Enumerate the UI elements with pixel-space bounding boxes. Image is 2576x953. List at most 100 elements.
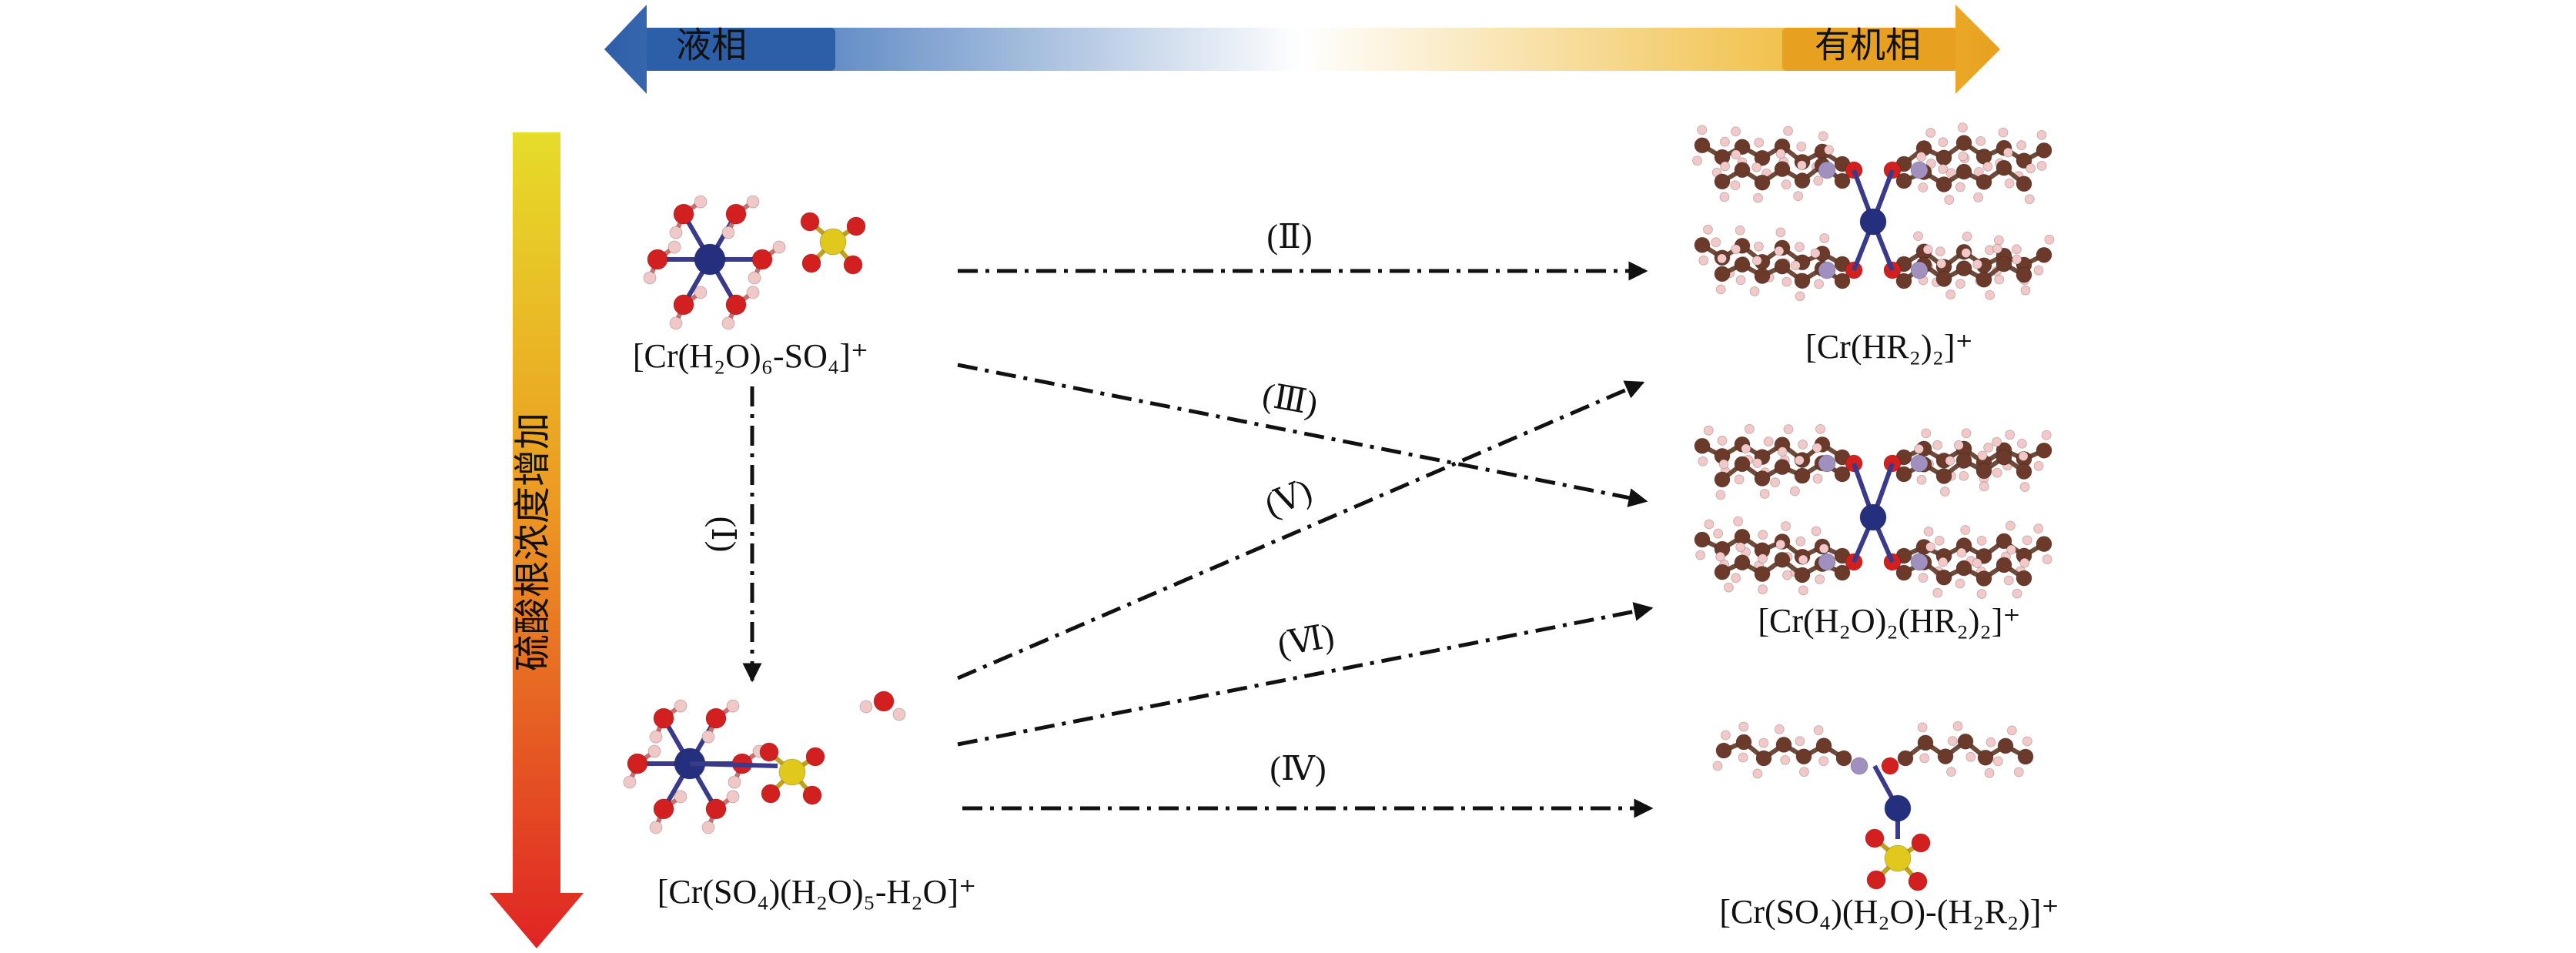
atom [673, 203, 694, 225]
atom [1752, 768, 1763, 779]
atom [1859, 208, 1887, 236]
concentration-arrow [490, 132, 584, 948]
atom [1955, 260, 1972, 277]
atom [1925, 542, 1935, 553]
atom [1754, 174, 1771, 191]
atom [2041, 430, 2052, 440]
atom [1919, 753, 1930, 764]
atom [1923, 526, 1934, 537]
atom [1956, 547, 1967, 558]
atom [1754, 137, 1765, 148]
atom [1866, 870, 1886, 890]
atom [751, 249, 773, 270]
atom [748, 271, 761, 285]
atom [1794, 567, 1811, 584]
atom [2022, 535, 2032, 546]
atom [1735, 734, 1752, 751]
atom [1955, 560, 1972, 577]
atom [1977, 450, 1988, 461]
atom [1996, 533, 2012, 550]
atom [1934, 535, 1945, 546]
atom [1794, 172, 1811, 189]
atom [1917, 722, 1928, 733]
atom [1795, 736, 1805, 747]
atom [1758, 530, 1768, 540]
atom [1731, 149, 1741, 160]
atom [1955, 163, 1972, 180]
atom [669, 316, 683, 330]
atom [2036, 442, 2052, 459]
atom [1781, 521, 1791, 532]
atom [1715, 551, 1726, 562]
atom [2011, 244, 2022, 255]
phase-arrow [604, 5, 2000, 94]
atom [1938, 164, 1949, 175]
atom [1694, 437, 1711, 454]
atom [694, 243, 726, 276]
atom [1973, 192, 1984, 202]
atom [1945, 289, 1956, 299]
atom [674, 790, 687, 804]
atom [1782, 570, 1793, 580]
atom [1976, 535, 1987, 546]
atom [1714, 173, 1731, 190]
atom [1834, 564, 1851, 581]
atom [1865, 828, 1885, 848]
atom [1781, 276, 1792, 287]
atom [694, 195, 708, 209]
atom [1774, 724, 1785, 734]
atom [1996, 159, 2012, 176]
atom [1835, 750, 1852, 767]
atom [705, 707, 727, 729]
atom [1982, 161, 1993, 172]
atom [2016, 570, 2032, 587]
atom [1958, 151, 1969, 162]
atom [1834, 273, 1851, 289]
atom [1994, 274, 2005, 285]
atom [725, 294, 747, 316]
path-arrow [957, 380, 1645, 680]
atom [801, 253, 821, 273]
atom [1824, 145, 1835, 155]
atom [2036, 142, 2052, 159]
atom [1960, 525, 1971, 536]
atom [649, 730, 663, 744]
atom [673, 294, 694, 316]
atom [761, 784, 781, 804]
atom [694, 286, 708, 299]
path-arrow [957, 602, 1654, 747]
atom [1796, 141, 1807, 152]
atom [1790, 260, 1801, 271]
atom [1704, 519, 1715, 530]
atom [1794, 455, 1805, 466]
atom [1818, 261, 1836, 279]
atom [1977, 749, 1994, 766]
atom [1753, 241, 1764, 252]
atom [1834, 172, 1851, 189]
atom [1935, 176, 1952, 193]
atom [2033, 265, 2044, 276]
atom [1953, 440, 1964, 450]
atom [1783, 125, 1794, 136]
atom [667, 240, 681, 254]
atom [1694, 137, 1711, 154]
molecules [623, 122, 2055, 891]
path-label: (Ⅰ) [704, 517, 742, 553]
atom [647, 249, 668, 270]
atom [2044, 234, 2055, 245]
atom [2017, 748, 2034, 765]
atom [1774, 551, 1791, 568]
path-label: (Ⅵ) [1275, 617, 1337, 664]
atom [1812, 473, 1823, 484]
atom [1731, 573, 1741, 584]
atom [1935, 467, 1952, 484]
atom [1922, 244, 1933, 255]
atom [1694, 531, 1711, 548]
atom [1921, 428, 1932, 439]
atom [1815, 423, 1826, 434]
atom [1895, 466, 1912, 483]
atom [1952, 721, 1963, 731]
atom [2036, 129, 2047, 140]
atom [1908, 871, 1928, 891]
atom [1755, 750, 1772, 767]
